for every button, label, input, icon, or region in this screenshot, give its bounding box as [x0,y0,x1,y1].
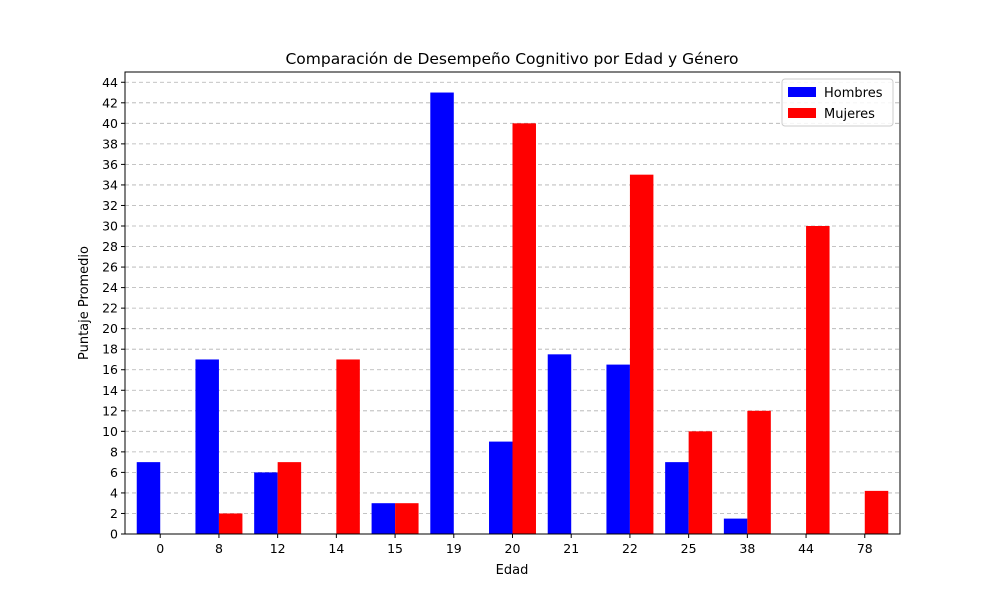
legend-label-hombres: Hombres [824,86,883,101]
y-axis: 0246810121416182022242628303234363840424… [102,75,125,542]
x-tick-label: 38 [739,541,755,556]
y-tick-label: 8 [110,444,118,459]
bar-hombres-0 [136,462,161,534]
bar-mujeres-14 [336,359,360,534]
y-tick-label: 28 [102,239,118,254]
y-tick-label: 18 [102,342,118,357]
y-tick-label: 26 [102,260,118,275]
bar-hombres-15 [371,503,396,534]
legend-label-mujeres: Mujeres [824,107,875,122]
bar-mujeres-22 [629,174,654,534]
x-tick-label: 8 [215,541,223,556]
legend-swatch-mujeres [788,108,816,118]
x-axis-label: Edad [496,563,529,578]
bar-mujeres-15 [395,503,419,534]
x-tick-label: 12 [270,541,286,556]
y-tick-label: 16 [102,362,118,377]
bar-mujeres-8 [218,513,243,534]
y-tick-label: 42 [102,95,118,110]
y-tick-label: 40 [102,116,118,131]
bar-hombres-19 [430,92,454,535]
x-tick-label: 21 [563,541,579,556]
y-tick-label: 6 [110,465,118,480]
y-tick-label: 0 [110,527,118,542]
y-tick-label: 38 [102,136,118,151]
bar-mujeres-25 [688,431,713,534]
x-tick-label: 0 [156,541,164,556]
bar-hombres-25 [665,462,689,534]
y-tick-label: 14 [102,383,118,398]
y-tick-label: 30 [102,219,118,234]
x-tick-label: 20 [505,541,521,556]
y-tick-label: 34 [102,177,118,192]
y-tick-label: 44 [102,75,118,90]
bars-layer [136,92,889,535]
y-tick-label: 36 [102,157,118,172]
x-tick-label: 14 [328,541,344,556]
x-tick-label: 78 [857,541,873,556]
bar-mujeres-38 [747,410,771,534]
y-tick-label: 12 [102,403,118,418]
legend-swatch-hombres [788,87,816,97]
y-axis-label: Puntaje Promedio [77,246,92,360]
bar-mujeres-78 [864,490,889,534]
x-tick-label: 15 [387,541,403,556]
x-tick-label: 25 [681,541,697,556]
bar-mujeres-44 [806,226,830,534]
y-tick-label: 4 [110,485,118,500]
legend: Hombres Mujeres [781,78,894,127]
bar-hombres-12 [254,472,278,534]
bar-hombres-38 [723,518,748,534]
bar-hombres-20 [489,441,513,534]
bar-hombres-21 [547,354,572,534]
chart-title: Comparación de Desempeño Cognitivo por E… [285,50,738,68]
y-tick-label: 10 [102,424,118,439]
bar-hombres-22 [606,364,630,534]
y-tick-label: 32 [102,198,118,213]
bar-mujeres-12 [277,462,302,534]
y-tick-label: 20 [102,321,118,336]
x-axis: 0 8 12 14 15 19 20 21 22 25 38 44 78 [156,534,873,556]
x-tick-label: 22 [622,541,638,556]
x-tick-label: 44 [798,541,814,556]
y-tick-label: 2 [110,506,118,521]
y-tick-label: 22 [102,301,118,316]
bar-mujeres-20 [512,123,536,534]
x-tick-label: 19 [446,541,462,556]
y-tick-label: 24 [102,280,118,295]
bar-hombres-8 [195,359,219,534]
